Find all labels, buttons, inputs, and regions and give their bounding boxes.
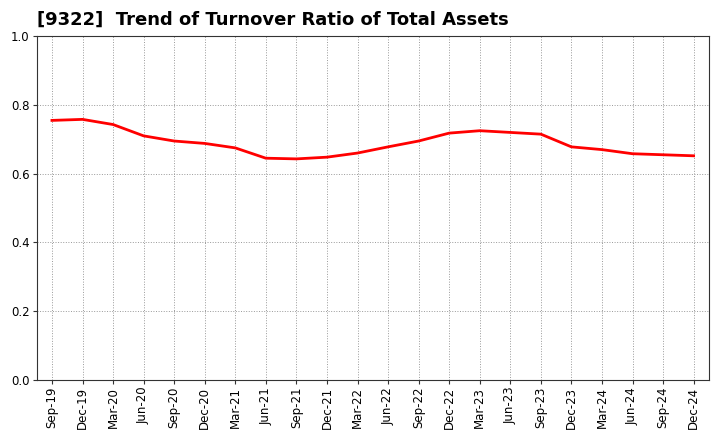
Text: [9322]  Trend of Turnover Ratio of Total Assets: [9322] Trend of Turnover Ratio of Total …: [37, 11, 508, 29]
